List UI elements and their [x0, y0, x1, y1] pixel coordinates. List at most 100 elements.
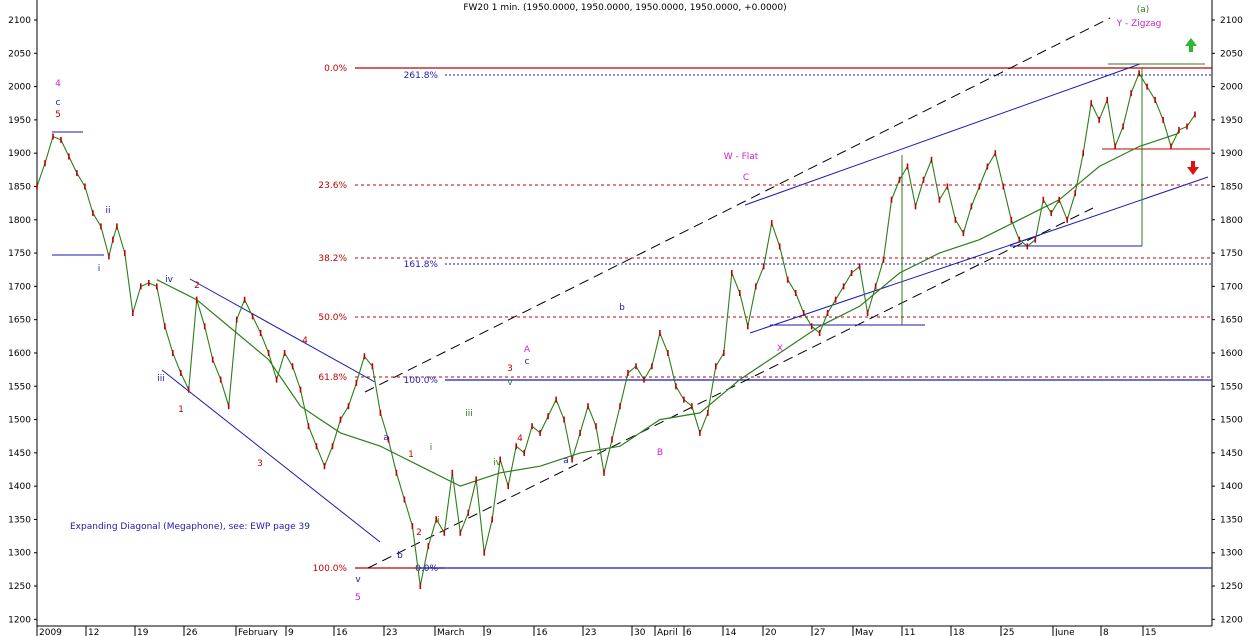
price-point [667, 350, 669, 356]
price-point [587, 403, 589, 410]
y-tick-label-left: 1750 [8, 249, 31, 259]
price-point [235, 316, 238, 323]
up-arrow-icon [1185, 38, 1197, 52]
price-point [84, 183, 86, 190]
price-point [1162, 116, 1164, 123]
price-point [371, 363, 374, 370]
y-tick-label-left: 1400 [8, 482, 31, 492]
price-point [874, 283, 877, 290]
y-tick-label-right: 1400 [1220, 482, 1243, 492]
price-point [707, 409, 709, 416]
x-tick-label: May [855, 628, 874, 636]
wave-label-b: b [397, 551, 403, 561]
price-point [850, 270, 853, 276]
price-point [36, 183, 38, 190]
price-point [435, 516, 438, 523]
price-point [603, 469, 605, 476]
wave-label-y-zigzag: Y - Zigzag [1116, 19, 1162, 29]
price-point [563, 416, 565, 423]
price-point [1130, 90, 1132, 97]
y-tick-label-left: 1900 [8, 149, 31, 159]
price-point [914, 203, 917, 210]
fib-label-50: 50.0% [318, 313, 347, 323]
price-point [659, 330, 661, 336]
wave-label-5: 5 [55, 110, 61, 120]
upper-channel [364, 17, 1111, 393]
x-tick-label: 16 [336, 628, 348, 636]
price-point [1170, 143, 1172, 150]
price-point [1002, 183, 1005, 190]
fib-label-100: 100.0% [313, 564, 348, 574]
x-tick-label: 27 [814, 628, 825, 636]
wave-label-2: 2 [194, 281, 200, 291]
y-tick-label-left: 1950 [8, 116, 31, 126]
wave-label-w-flat: W - Flat [724, 152, 759, 162]
price-point [499, 456, 501, 463]
x-tick-label: 16 [536, 628, 548, 636]
wave-label-4: 4 [55, 79, 61, 89]
fib-blue-labels: 261.8% 161.8% 100.0% 0.0% [404, 71, 439, 574]
fib-blue-label-1618: 161.8% [404, 260, 439, 270]
wave-label-iii: iii [157, 374, 165, 384]
y-tick-label-right: 1700 [1220, 282, 1243, 292]
y-tick-label-left: 1500 [8, 416, 31, 426]
y-tick-label-right: 1550 [1220, 382, 1243, 392]
y-tick-label-right: 2000 [1220, 83, 1243, 93]
price-point [283, 350, 286, 356]
price-point [683, 396, 685, 403]
price-point [755, 283, 757, 290]
price-point [219, 376, 222, 383]
price-point [140, 283, 142, 290]
price-point [675, 383, 677, 390]
y-tick-label-right: 1600 [1220, 349, 1243, 359]
price-point [1090, 100, 1092, 107]
x-tick-label: 25 [1003, 628, 1014, 636]
y-tick-label-left: 1250 [8, 582, 31, 592]
wave-labels: 4 c 5 ii i iv iii 1 2 3 4 5 v b a i ii i… [55, 5, 1161, 603]
price-point [323, 463, 326, 470]
x-tick-label: 23 [386, 628, 397, 636]
price-point [156, 283, 158, 290]
wave-label-B1: B [657, 448, 663, 458]
x-tick-label: 15 [1145, 628, 1156, 636]
price-point [962, 230, 965, 237]
megaphone-lower [161, 369, 381, 543]
wave-label-4c: 4 [517, 434, 523, 444]
price-point [1106, 96, 1108, 103]
price-point [1154, 96, 1156, 103]
wave-label-a2: a [563, 456, 569, 466]
price-point [100, 223, 102, 230]
price-point [443, 529, 446, 536]
x-tick-label: June [1054, 628, 1075, 636]
wave-label-v: v [355, 575, 361, 585]
price-point [1042, 196, 1045, 203]
price-point [994, 150, 997, 157]
x-tick-label: 18 [953, 628, 965, 636]
wave-label-c2: c [525, 357, 530, 367]
price-point [834, 296, 837, 303]
x-tick-label: 30 [634, 628, 646, 636]
price-point [595, 423, 597, 430]
y-tick-label-right: 1500 [1220, 416, 1243, 426]
y-tick-label-right: 2100 [1220, 16, 1243, 26]
price-point [112, 236, 114, 243]
price-point [579, 429, 581, 436]
price-point [1050, 210, 1052, 217]
price-point [227, 403, 230, 410]
price-point [810, 323, 813, 330]
y-tick-label-right: 1250 [1220, 582, 1243, 592]
x-tick-label: 9 [486, 628, 492, 636]
price-point [124, 250, 126, 257]
wave-label-3b: 3 [507, 364, 513, 374]
price-point [858, 263, 861, 270]
wave-label-A1: A [524, 345, 531, 355]
wave-label-i-green: i [430, 443, 433, 453]
x-tick-label: March [437, 628, 464, 636]
price-point [531, 423, 533, 430]
x-tick-label: February [238, 628, 279, 636]
y-tick-label-left: 1300 [8, 549, 31, 559]
x-tick-label: 19 [137, 628, 149, 636]
blue-upper-line [744, 63, 1141, 206]
price-point [451, 469, 454, 476]
